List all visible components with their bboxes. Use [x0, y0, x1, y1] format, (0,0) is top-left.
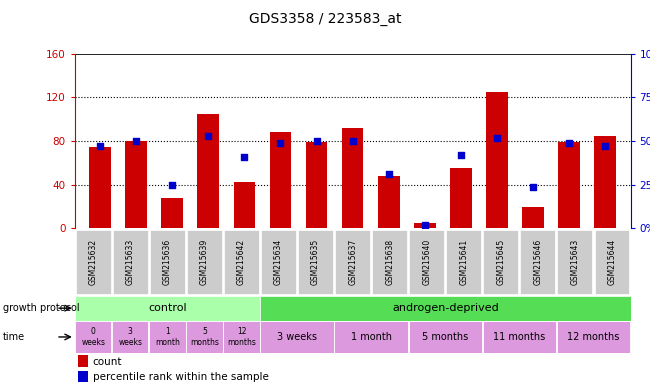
Text: growth protocol: growth protocol [3, 303, 80, 313]
Bar [75, 296, 260, 321]
Text: 1
month: 1 month [155, 327, 180, 347]
Text: GSM215642: GSM215642 [237, 239, 246, 285]
Point [420, 222, 430, 228]
Point [492, 134, 502, 141]
Text: 0
weeks: 0 weeks [81, 327, 105, 347]
Text: GDS3358 / 223583_at: GDS3358 / 223583_at [249, 12, 401, 25]
Bar [233, 182, 255, 228]
Bar [483, 321, 556, 353]
Point [167, 182, 177, 188]
Bar [410, 230, 444, 294]
Bar [224, 230, 259, 294]
Point [203, 133, 213, 139]
Text: count: count [92, 357, 122, 367]
Bar [557, 321, 630, 353]
Bar [187, 230, 222, 294]
Bar [447, 230, 481, 294]
Bar [187, 321, 222, 353]
Bar [113, 230, 148, 294]
Text: 12
months: 12 months [227, 327, 256, 347]
Bar [522, 207, 544, 228]
Bar [594, 136, 616, 228]
Text: time: time [3, 332, 25, 342]
Bar [76, 230, 111, 294]
Text: 1 month: 1 month [350, 332, 392, 342]
Text: 3 weeks: 3 weeks [277, 332, 317, 342]
Bar [414, 223, 436, 228]
Bar [378, 176, 400, 228]
Bar [335, 230, 370, 294]
Bar [270, 132, 291, 228]
Point [275, 140, 285, 146]
Text: GSM215633: GSM215633 [126, 239, 135, 285]
Bar [595, 230, 629, 294]
Bar [161, 198, 183, 228]
Bar [484, 230, 518, 294]
Text: GSM215632: GSM215632 [89, 239, 98, 285]
Bar [112, 321, 148, 353]
Bar [306, 142, 328, 228]
Point [456, 152, 466, 158]
Text: GSM215640: GSM215640 [422, 239, 431, 285]
Point [131, 138, 141, 144]
Point [528, 184, 538, 190]
Bar [150, 230, 185, 294]
Bar [75, 321, 111, 353]
Point [311, 138, 322, 144]
Bar [409, 321, 482, 353]
Bar [125, 141, 147, 228]
Text: 3
weeks: 3 weeks [118, 327, 142, 347]
Bar [77, 356, 88, 367]
Bar [89, 147, 111, 228]
Text: percentile rank within the sample: percentile rank within the sample [92, 372, 268, 382]
Bar [558, 230, 592, 294]
Text: GSM215645: GSM215645 [497, 239, 505, 285]
Text: 12 months: 12 months [567, 332, 619, 342]
Text: GSM215646: GSM215646 [534, 239, 542, 285]
Text: GSM215636: GSM215636 [163, 239, 172, 285]
Text: GSM215635: GSM215635 [311, 239, 320, 285]
Bar [261, 230, 296, 294]
Text: GSM215637: GSM215637 [348, 239, 357, 285]
Text: GSM215639: GSM215639 [200, 239, 209, 285]
Bar [450, 169, 472, 228]
Bar [372, 230, 407, 294]
Text: GSM215643: GSM215643 [571, 239, 579, 285]
Bar [150, 321, 185, 353]
Text: androgen-deprived: androgen-deprived [392, 303, 499, 313]
Text: GSM215641: GSM215641 [460, 239, 468, 285]
Text: control: control [148, 303, 187, 313]
Bar [261, 321, 333, 353]
Text: 5 months: 5 months [422, 332, 469, 342]
Bar [521, 230, 555, 294]
Point [384, 171, 394, 177]
Text: GSM215638: GSM215638 [385, 239, 394, 285]
Bar [342, 128, 363, 228]
Bar [224, 321, 259, 353]
Bar [298, 230, 333, 294]
Text: GSM215634: GSM215634 [274, 239, 283, 285]
Point [95, 143, 105, 149]
Bar [486, 92, 508, 228]
Bar [77, 371, 88, 382]
Text: 11 months: 11 months [493, 332, 545, 342]
Point [600, 143, 610, 149]
Point [348, 138, 358, 144]
Point [239, 154, 250, 160]
Point [564, 140, 575, 146]
Bar [198, 114, 219, 228]
Text: GSM215644: GSM215644 [608, 239, 616, 285]
Bar [335, 321, 408, 353]
Text: 5
months: 5 months [190, 327, 219, 347]
Bar [260, 296, 630, 321]
Bar [558, 142, 580, 228]
